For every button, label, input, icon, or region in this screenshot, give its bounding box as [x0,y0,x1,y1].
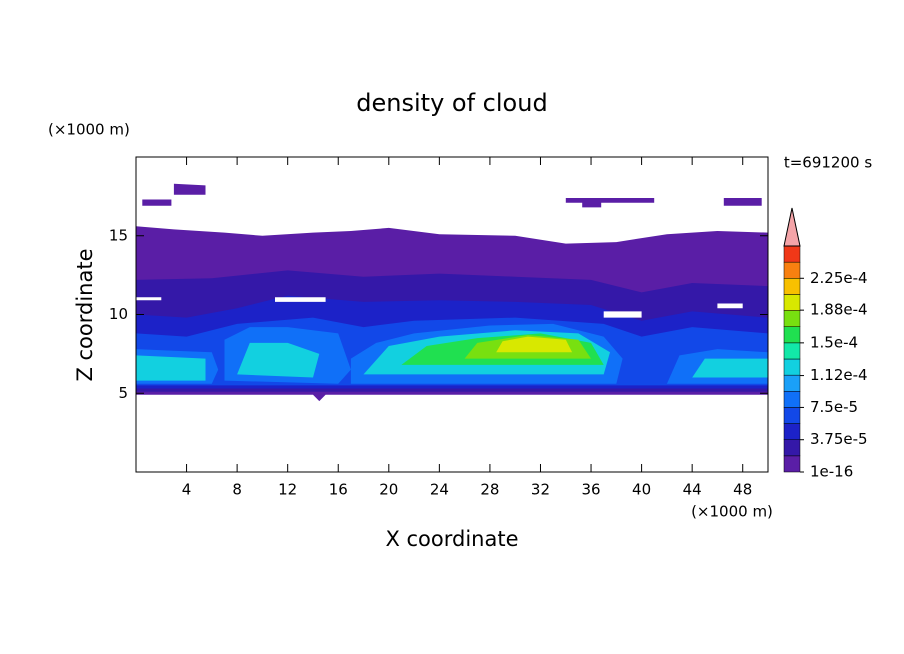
contour-gap [603,311,642,318]
colorbar-box [783,342,801,360]
x-tick-label: 36 [581,481,600,499]
x-axis-label: X coordinate [385,527,518,551]
colorbar-tick-label: 1.88e-4 [810,301,868,319]
contour-region [565,198,655,203]
colorbar-box [783,326,801,344]
colorbar-box [783,374,801,392]
y-tick-label: 5 [118,384,128,402]
x-tick-label: 4 [182,481,192,499]
colorbar-tick-label: 7.5e-5 [810,398,858,416]
contour-region [173,183,206,195]
x-tick-label: 28 [480,481,499,499]
time-label: t=691200 s [784,154,872,172]
contour-gap [136,297,162,301]
x-tick-label: 12 [278,481,297,499]
contour-region [496,336,573,353]
chart-title: density of cloud [356,89,547,117]
colorbar-extension [783,207,801,247]
contour-gap [275,297,326,302]
y-tick-label: 10 [109,305,128,323]
colorbar-box [783,245,801,263]
colorbar-box [783,439,801,457]
y-tick-label: 15 [109,226,128,244]
colorbar-box [783,278,801,295]
contour-region [142,199,172,206]
contour-region [136,355,206,381]
colorbar-box [783,358,801,376]
x-tick-label: 40 [632,481,651,499]
colorbar-tick-label: 3.75e-5 [810,430,868,448]
colorbar-box [783,310,801,327]
colorbar-box [783,455,801,473]
x-tick-label: 20 [379,481,398,499]
colorbar-box [783,294,801,311]
x-tick-label: 24 [430,481,449,499]
contour-region [723,198,762,206]
x-tick-label: 32 [531,481,550,499]
contour-gap [717,303,743,309]
colorbar-box [783,261,801,279]
x-tick-label: 48 [733,481,752,499]
y-unit: (×1000 m) [48,121,130,139]
colorbar-tick-label: 1.5e-4 [810,333,858,351]
contour-region [237,342,320,378]
x-tick-label: 44 [683,481,702,499]
colorbar-tick-label: 2.25e-4 [810,269,868,287]
contour-region [582,201,602,208]
colorbar-box [783,407,801,424]
colorbar-box [783,423,801,440]
colorbar-box [783,391,801,408]
y-axis-label: Z coordinate [73,248,97,381]
x-tick-label: 16 [329,481,348,499]
x-unit: (×1000 m) [691,503,773,521]
x-tick-label: 8 [232,481,242,499]
contour-region [692,358,768,378]
colorbar-tick-label: 1.12e-4 [810,366,868,384]
colorbar-tick-label: 1e-16 [810,463,853,481]
